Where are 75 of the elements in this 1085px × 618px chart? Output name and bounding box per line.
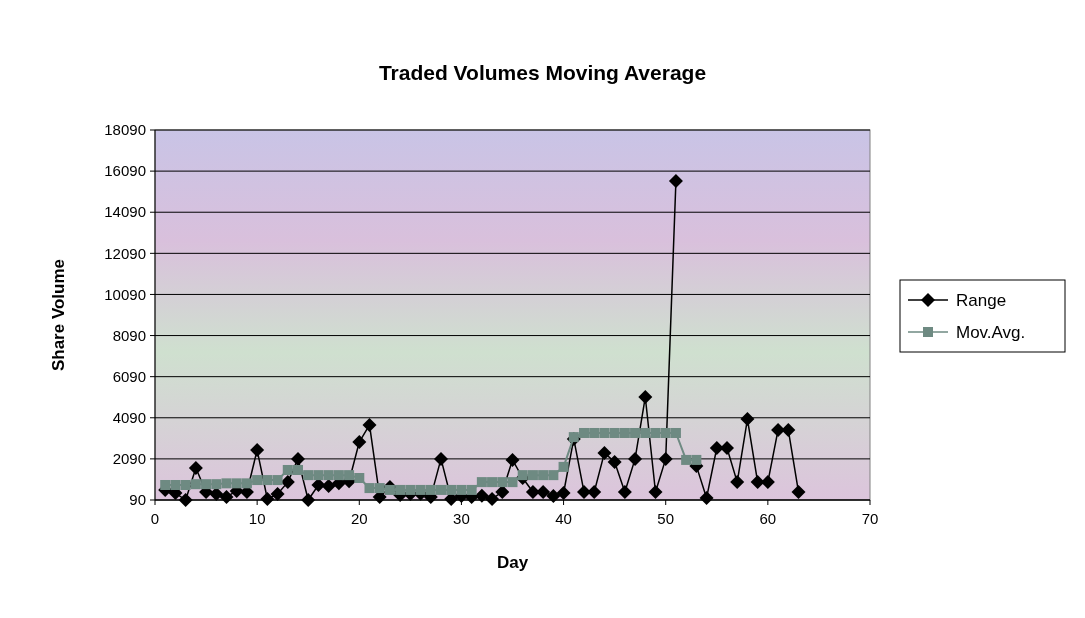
point (497, 477, 508, 488)
point (221, 478, 232, 489)
x-tick-label: 30 (453, 510, 470, 527)
point (619, 427, 630, 438)
point (670, 427, 681, 438)
point (405, 484, 416, 495)
point (384, 484, 395, 495)
x-tick-label: 50 (657, 510, 675, 527)
point (211, 479, 222, 490)
point (190, 479, 201, 490)
point (507, 477, 518, 488)
y-axis-title: Share Volume (49, 258, 68, 372)
point (241, 478, 252, 489)
x-tick-label: 10 (248, 510, 266, 527)
point (579, 427, 589, 438)
point (170, 479, 181, 490)
legend-label: Range (956, 290, 1007, 310)
chart-title: Traded Volumes Moving Average (378, 61, 707, 84)
y-tick-label: 12090 (104, 244, 146, 262)
point (476, 477, 487, 488)
point (374, 483, 385, 494)
point (252, 475, 263, 486)
point (548, 470, 559, 481)
y-tick-label: 2090 (112, 450, 146, 468)
point (395, 484, 406, 495)
x-tick-label: 60 (759, 510, 777, 527)
point (456, 484, 467, 495)
point (517, 470, 528, 481)
point (201, 479, 212, 490)
y-tick-label: 18090 (104, 121, 146, 139)
point (344, 470, 355, 481)
point (323, 470, 334, 481)
y-tick-label: 4090 (112, 409, 146, 427)
point (630, 427, 641, 438)
x-tick-label: 20 (350, 510, 368, 527)
point (231, 478, 242, 489)
y-tick-label: 10090 (104, 285, 146, 303)
point (527, 470, 538, 481)
y-tick-label: 6090 (112, 367, 146, 385)
point (415, 484, 426, 495)
point (282, 464, 293, 475)
point (425, 484, 436, 495)
point (640, 427, 651, 438)
point (538, 470, 549, 481)
x-tick-label: 40 (555, 510, 572, 527)
x-axis-title: Day (496, 553, 529, 572)
point (599, 427, 610, 438)
point (650, 427, 661, 438)
point (303, 470, 314, 481)
y-tick-label: 90 (129, 491, 146, 509)
point (160, 479, 171, 490)
point (660, 427, 671, 438)
point (272, 475, 283, 486)
point (487, 477, 498, 488)
point (180, 479, 191, 490)
point (293, 464, 303, 475)
point (333, 470, 344, 481)
point (691, 454, 702, 465)
point (313, 470, 324, 481)
x-tick-label: 70 (861, 510, 879, 527)
point (681, 454, 692, 465)
point (262, 475, 273, 486)
y-tick-label: 16090 (104, 162, 146, 180)
point (354, 473, 365, 484)
point (364, 483, 375, 494)
point (558, 461, 569, 472)
y-tick-label: 8090 (112, 326, 146, 344)
point (589, 427, 600, 438)
point (446, 484, 457, 495)
y-tick-label: 14090 (104, 203, 146, 221)
x-tick-label: 0 (150, 510, 160, 527)
point (466, 484, 477, 495)
point (436, 484, 446, 495)
point (609, 427, 620, 438)
legend-label: Mov.Avg. (956, 322, 1026, 342)
